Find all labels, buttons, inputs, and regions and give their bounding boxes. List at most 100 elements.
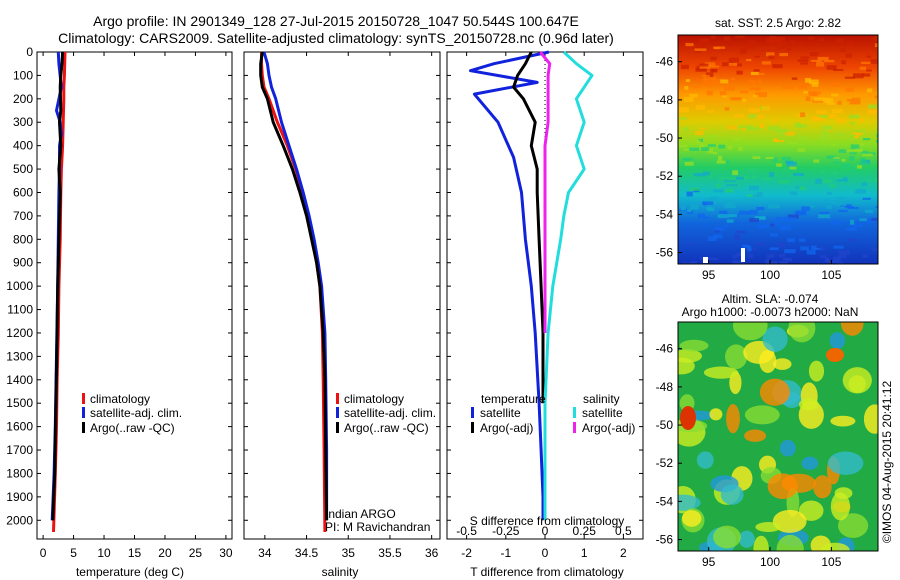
sst-texture bbox=[710, 56, 717, 61]
sla-blob bbox=[726, 404, 740, 434]
sst-texture bbox=[853, 133, 859, 139]
sla-ytick-label: -50 bbox=[656, 418, 674, 432]
sst-texture bbox=[761, 61, 771, 65]
sst-texture bbox=[815, 178, 823, 184]
sst-texture bbox=[684, 86, 689, 90]
sst-texture bbox=[783, 216, 796, 222]
sla-blob bbox=[753, 535, 769, 551]
sst-texture bbox=[782, 86, 794, 89]
sst-texture bbox=[683, 148, 693, 151]
sst-texture bbox=[816, 110, 828, 114]
depth-tick-label: 500 bbox=[13, 162, 33, 176]
s-diff-tick-label: 0.25 bbox=[573, 524, 597, 538]
sst-ytick-label: -56 bbox=[656, 246, 674, 260]
sst-xtick-label: 95 bbox=[702, 268, 716, 282]
sst-texture bbox=[724, 86, 735, 91]
sst-texture bbox=[859, 117, 864, 123]
sst-texture bbox=[845, 206, 854, 209]
panel2-xtick-label: 34 bbox=[258, 546, 272, 560]
sst-texture bbox=[810, 245, 817, 250]
sst-texture bbox=[778, 179, 790, 184]
sst-texture bbox=[867, 218, 872, 222]
sst-texture bbox=[724, 225, 729, 228]
sst-texture bbox=[805, 205, 815, 208]
sst-texture bbox=[850, 144, 860, 150]
sst-texture bbox=[758, 73, 765, 76]
sst-texture bbox=[833, 158, 842, 164]
sst-texture bbox=[852, 132, 864, 136]
sst-texture bbox=[866, 69, 872, 72]
sst-texture bbox=[776, 163, 783, 167]
sst-texture bbox=[701, 74, 710, 77]
legend-text: Argo(..raw -QC) bbox=[90, 421, 175, 435]
sst-texture bbox=[819, 169, 826, 173]
sst-texture bbox=[686, 243, 692, 246]
panel3-series-3 bbox=[539, 51, 552, 333]
sst-texture bbox=[777, 242, 786, 248]
sst-texture bbox=[718, 177, 726, 181]
legend-text: Argo(-adj) bbox=[480, 421, 534, 435]
sst-texture bbox=[811, 91, 821, 95]
sst-texture bbox=[732, 260, 744, 264]
sst-texture bbox=[875, 130, 878, 135]
sst-texture bbox=[866, 55, 872, 58]
sst-texture bbox=[687, 210, 694, 215]
sst-texture bbox=[796, 114, 801, 118]
sst-texture bbox=[800, 112, 806, 118]
sst-texture bbox=[772, 157, 778, 162]
sst-texture bbox=[874, 95, 878, 99]
sla-blob bbox=[863, 404, 878, 434]
panel1-xtick-label: 10 bbox=[97, 546, 111, 560]
sst-texture bbox=[699, 127, 707, 130]
sst-texture bbox=[732, 170, 738, 176]
sst-texture bbox=[829, 200, 839, 204]
sst-texture bbox=[798, 135, 807, 141]
sst-texture bbox=[864, 42, 877, 46]
sst-texture bbox=[801, 206, 810, 212]
panel3-series-1 bbox=[512, 51, 545, 404]
sst-texture bbox=[720, 79, 729, 84]
sst-texture bbox=[832, 108, 843, 114]
sst-texture bbox=[718, 144, 726, 149]
sst-texture bbox=[800, 62, 808, 65]
sst-texture bbox=[765, 156, 774, 159]
sst-texture bbox=[840, 48, 846, 52]
legend-text: climatology bbox=[344, 392, 405, 406]
panel1-xtick-label: 15 bbox=[128, 546, 142, 560]
sst-texture bbox=[826, 191, 832, 195]
sst-texture bbox=[831, 170, 838, 175]
sst-texture bbox=[722, 62, 734, 67]
sst-texture bbox=[746, 59, 752, 62]
sst-texture bbox=[726, 200, 734, 205]
sst-texture bbox=[727, 145, 733, 150]
sst-texture bbox=[689, 93, 698, 98]
sst-texture bbox=[749, 218, 759, 223]
sla-blob bbox=[678, 494, 701, 511]
sst-texture bbox=[845, 53, 852, 58]
sla-blob bbox=[755, 522, 782, 532]
s-diff-tick-label: 0.5 bbox=[615, 524, 632, 538]
sst-texture bbox=[679, 117, 687, 120]
sst-ytick-label: -54 bbox=[656, 207, 674, 221]
panel1-legend-climatology: climatology bbox=[82, 392, 150, 406]
sst-texture bbox=[845, 87, 854, 92]
sst-texture bbox=[817, 56, 829, 61]
depth-tick-label: 200 bbox=[13, 92, 33, 106]
depth-tick-label: 1800 bbox=[6, 466, 33, 480]
sst-texture bbox=[871, 217, 877, 221]
depth-tick-label: 100 bbox=[13, 68, 33, 82]
sst-texture bbox=[856, 188, 866, 193]
sla-blob bbox=[762, 326, 788, 352]
sst-texture bbox=[852, 166, 857, 170]
sst-texture bbox=[876, 185, 878, 189]
sla-map-title-line1: Altim. SLA: -0.074 bbox=[721, 292, 819, 306]
sst-texture bbox=[779, 225, 792, 231]
sla-blob bbox=[820, 542, 850, 551]
sst-texture bbox=[704, 62, 716, 67]
sst-texture bbox=[707, 144, 716, 147]
sst-texture bbox=[713, 78, 726, 84]
sst-texture bbox=[829, 113, 837, 119]
sst-texture bbox=[862, 138, 871, 141]
sst-texture bbox=[689, 147, 699, 151]
sst-texture bbox=[695, 104, 706, 110]
